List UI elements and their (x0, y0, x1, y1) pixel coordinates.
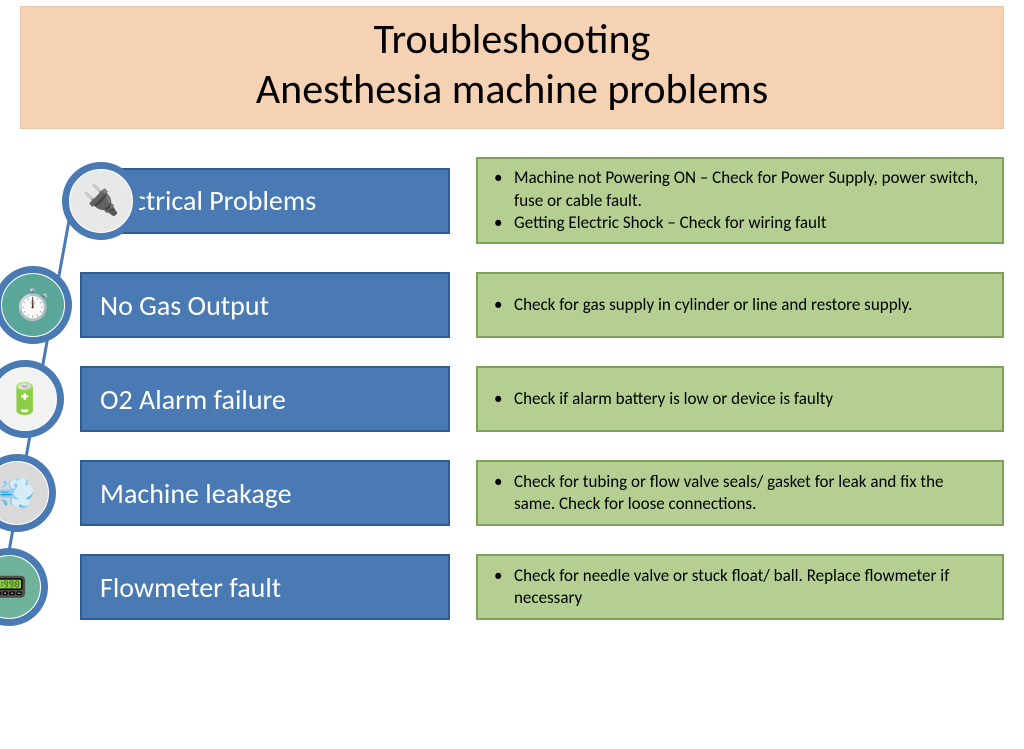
problem-row: 💨Machine leakageCheck for tubing or flow… (20, 460, 1004, 526)
problem-rows-container: 🔌Electrical ProblemsMachine not Powering… (0, 139, 1024, 620)
problem-points-list: Check for needle valve or stuck float/ b… (490, 565, 986, 610)
problem-label: Machine leakage (80, 460, 450, 526)
problem-description: Machine not Powering ON – Check for Powe… (476, 157, 1004, 244)
problem-points-list: Machine not Powering ON – Check for Powe… (490, 167, 986, 234)
problem-points-list: Check if alarm battery is low or device … (490, 388, 986, 410)
problem-point: Check if alarm battery is low or device … (508, 388, 986, 410)
problem-point: Check for needle valve or stuck float/ b… (508, 565, 986, 610)
problem-row: ⏱️No Gas OutputCheck for gas supply in c… (20, 272, 1004, 338)
problem-row: 🔌Electrical ProblemsMachine not Powering… (20, 157, 1004, 244)
problem-row: 📟Flowmeter faultCheck for needle valve o… (20, 554, 1004, 620)
flowmeter-icon: 📟 (0, 548, 48, 626)
problem-label: No Gas Output (80, 272, 450, 338)
gauge-icon-inner: ⏱️ (2, 274, 64, 336)
problem-row: 🔋O2 Alarm failureCheck if alarm battery … (20, 366, 1004, 432)
problem-description: Check if alarm battery is low or device … (476, 366, 1004, 432)
plug-icon: 🔌 (62, 162, 140, 240)
plug-icon-inner: 🔌 (70, 170, 132, 232)
problem-label: O2 Alarm failure (80, 366, 450, 432)
problem-point: Getting Electric Shock – Check for wirin… (508, 212, 986, 234)
tubing-icon-inner: 💨 (0, 462, 48, 524)
problem-point: Check for tubing or flow valve seals/ ga… (508, 471, 986, 516)
problem-description: Check for needle valve or stuck float/ b… (476, 554, 1004, 620)
tubing-icon: 💨 (0, 454, 56, 532)
problem-point: Machine not Powering ON – Check for Powe… (508, 167, 986, 212)
sensor-icon: 🔋 (0, 360, 64, 438)
title-banner: Troubleshooting Anesthesia machine probl… (20, 6, 1004, 129)
title-line-2: Anesthesia machine problems (21, 65, 1003, 115)
flowmeter-icon-inner: 📟 (0, 556, 40, 618)
sensor-icon-inner: 🔋 (0, 368, 56, 430)
problem-label: Flowmeter fault (80, 554, 450, 620)
gauge-icon: ⏱️ (0, 266, 72, 344)
problem-points-list: Check for tubing or flow valve seals/ ga… (490, 471, 986, 516)
problem-points-list: Check for gas supply in cylinder or line… (490, 294, 986, 316)
title-line-1: Troubleshooting (21, 15, 1003, 65)
problem-description: Check for gas supply in cylinder or line… (476, 272, 1004, 338)
problem-description: Check for tubing or flow valve seals/ ga… (476, 460, 1004, 526)
problem-point: Check for gas supply in cylinder or line… (508, 294, 986, 316)
